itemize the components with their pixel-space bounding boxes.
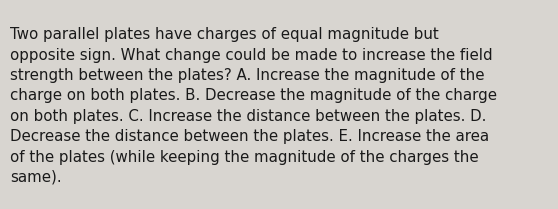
- Text: Two parallel plates have charges of equal magnitude but
opposite sign. What chan: Two parallel plates have charges of equa…: [10, 27, 497, 185]
